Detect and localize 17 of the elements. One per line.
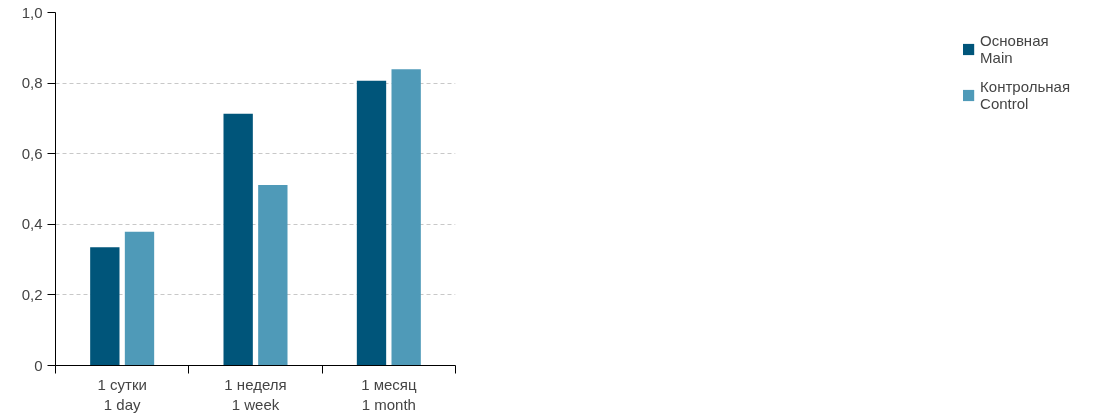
bar: [391, 69, 421, 366]
bar: [356, 80, 387, 366]
y-tick-label: 0: [34, 356, 43, 374]
y-tick-label: 0,2: [21, 285, 43, 303]
x-tick-label: 1 сутки 1 day: [97, 375, 147, 413]
bar: [223, 113, 253, 366]
x-tick-label: 1 месяц 1 month: [361, 375, 417, 413]
y-tick-label: 1,0: [21, 3, 43, 21]
bar: [124, 231, 155, 366]
legend-label: Контрольная Control: [980, 78, 1070, 112]
x-tick-label: 1 неделя 1 week: [224, 375, 287, 413]
bar: [258, 185, 288, 366]
legend-label: Основная Main: [980, 32, 1049, 66]
bar: [90, 247, 120, 366]
y-tick-label: 0,4: [21, 215, 43, 233]
y-tick-label: 0,8: [21, 74, 43, 92]
y-tick-label: 0,6: [21, 144, 43, 162]
